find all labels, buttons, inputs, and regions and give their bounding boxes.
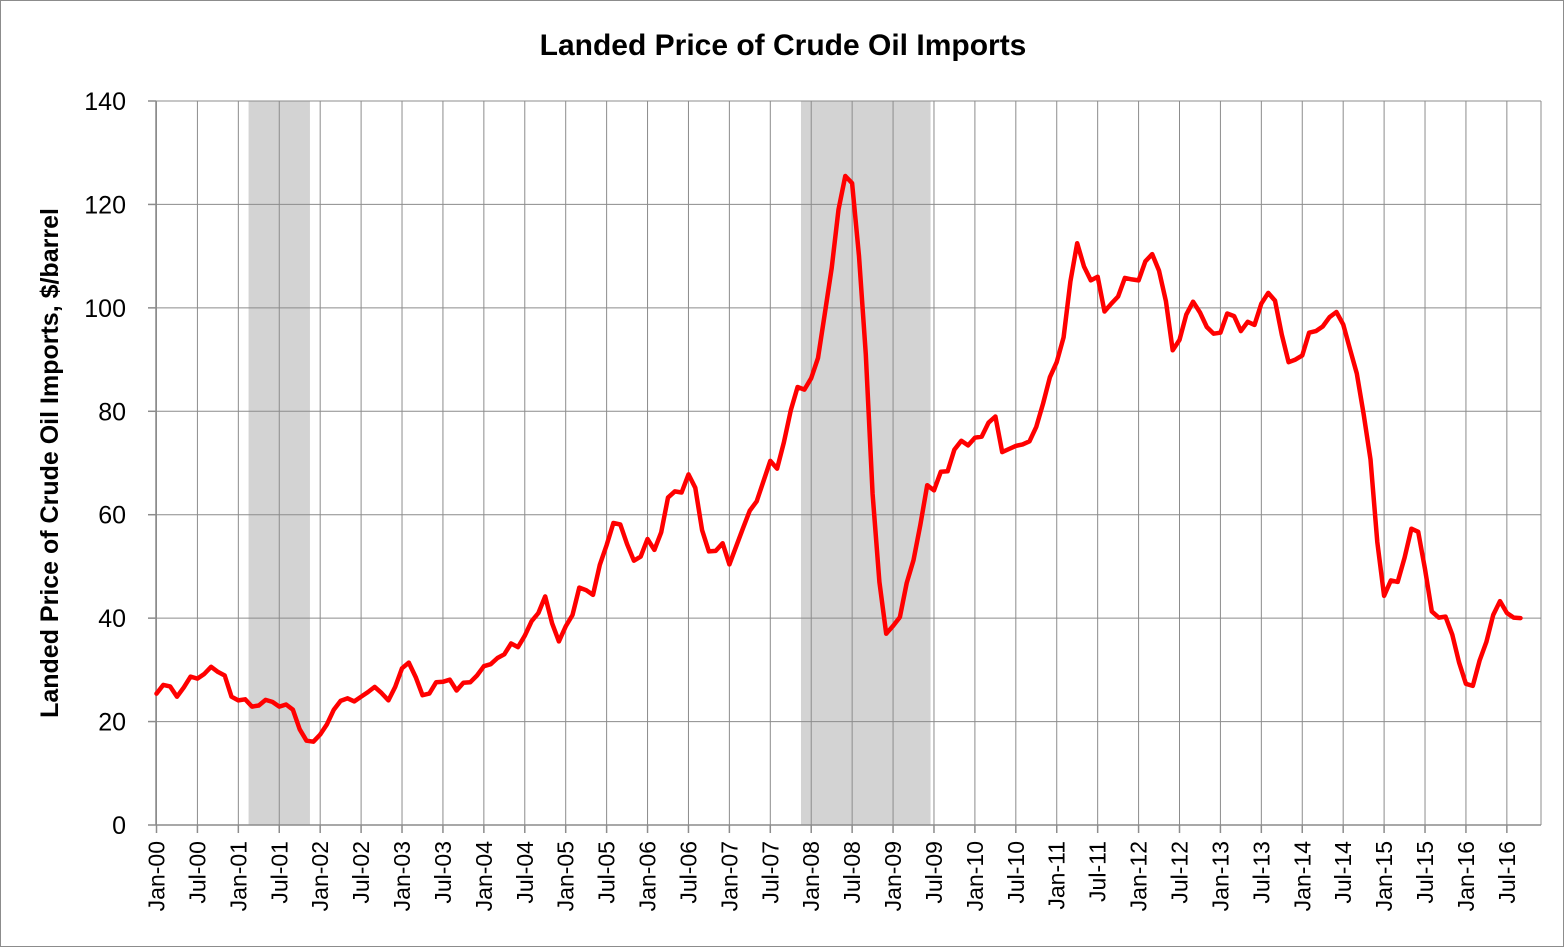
x-tick-label: Jan-03	[389, 841, 415, 911]
axes	[148, 100, 1541, 833]
x-tick-label: Jan-09	[880, 841, 906, 911]
x-tick-label: Jul-03	[430, 841, 456, 904]
x-tick-label: Jan-08	[798, 841, 824, 911]
y-tick-label: 0	[112, 812, 126, 840]
x-tick-label: Jul-11	[1085, 841, 1111, 902]
recession-band	[800, 101, 931, 825]
x-tick-label: Jan-12	[1126, 841, 1152, 911]
x-tick-label: Jan-14	[1289, 841, 1315, 912]
x-tick-label: Jan-04	[471, 841, 497, 912]
y-tick-label: 20	[98, 709, 126, 737]
x-tick-label: Jan-16	[1453, 841, 1479, 911]
x-tick-label: Jan-00	[144, 841, 170, 911]
y-tick-label: 40	[98, 605, 126, 633]
x-tick-labels: Jan-00 Jul-00 Jan-01 Jul-01 Jan-02 Jul-02 Jan-…	[144, 841, 1520, 912]
x-tick-label: Jul-12	[1167, 841, 1193, 904]
x-tick-label: Jul-02	[348, 841, 374, 904]
series-line	[154, 173, 1523, 744]
x-tick-label: Jul-04	[512, 841, 538, 904]
x-tick-label: Jul-00	[184, 841, 210, 904]
x-tick-label: Jan-02	[307, 841, 333, 911]
gridlines	[156, 100, 1542, 825]
x-tick-label: Jul-13	[1248, 841, 1274, 904]
x-tick-label: Jan-15	[1371, 841, 1397, 911]
chart-title: Landed Price of Crude Oil Imports	[540, 29, 1027, 62]
x-tick-label: Jan-01	[225, 841, 251, 911]
x-tick-label: Jan-07	[716, 841, 742, 911]
y-tick-label: 60	[98, 502, 126, 530]
y-tick-labels: 0 20 40 60 80 100 120 140	[84, 88, 126, 840]
x-tick-label: Jan-11	[1044, 841, 1070, 910]
x-tick-label: Jan-10	[962, 841, 988, 911]
x-tick-label: Jul-15	[1412, 841, 1438, 904]
x-tick-label: Jan-05	[553, 841, 579, 911]
y-tick-label: 100	[84, 295, 126, 323]
x-tick-label: Jul-16	[1494, 841, 1520, 904]
x-tick-label: Jul-14	[1330, 841, 1356, 904]
x-tick-label: Jul-05	[594, 841, 620, 904]
x-tick-label: Jul-07	[757, 841, 783, 904]
x-tick-label: Jul-09	[921, 841, 947, 904]
series-layer	[154, 173, 1523, 744]
x-tick-label: Jul-01	[266, 841, 292, 904]
x-tick-label: Jul-10	[1003, 841, 1029, 904]
y-tick-label: 120	[84, 191, 126, 219]
y-axis-label: Landed Price of Crude Oil Imports, $/bar…	[36, 208, 64, 718]
x-tick-label: Jan-06	[635, 841, 661, 911]
y-tick-label: 140	[84, 88, 126, 116]
x-tick-label: Jul-08	[839, 841, 865, 904]
x-tick-label: Jul-06	[675, 841, 701, 904]
y-tick-label: 80	[98, 398, 126, 426]
x-tick-label: Jan-13	[1207, 841, 1233, 911]
